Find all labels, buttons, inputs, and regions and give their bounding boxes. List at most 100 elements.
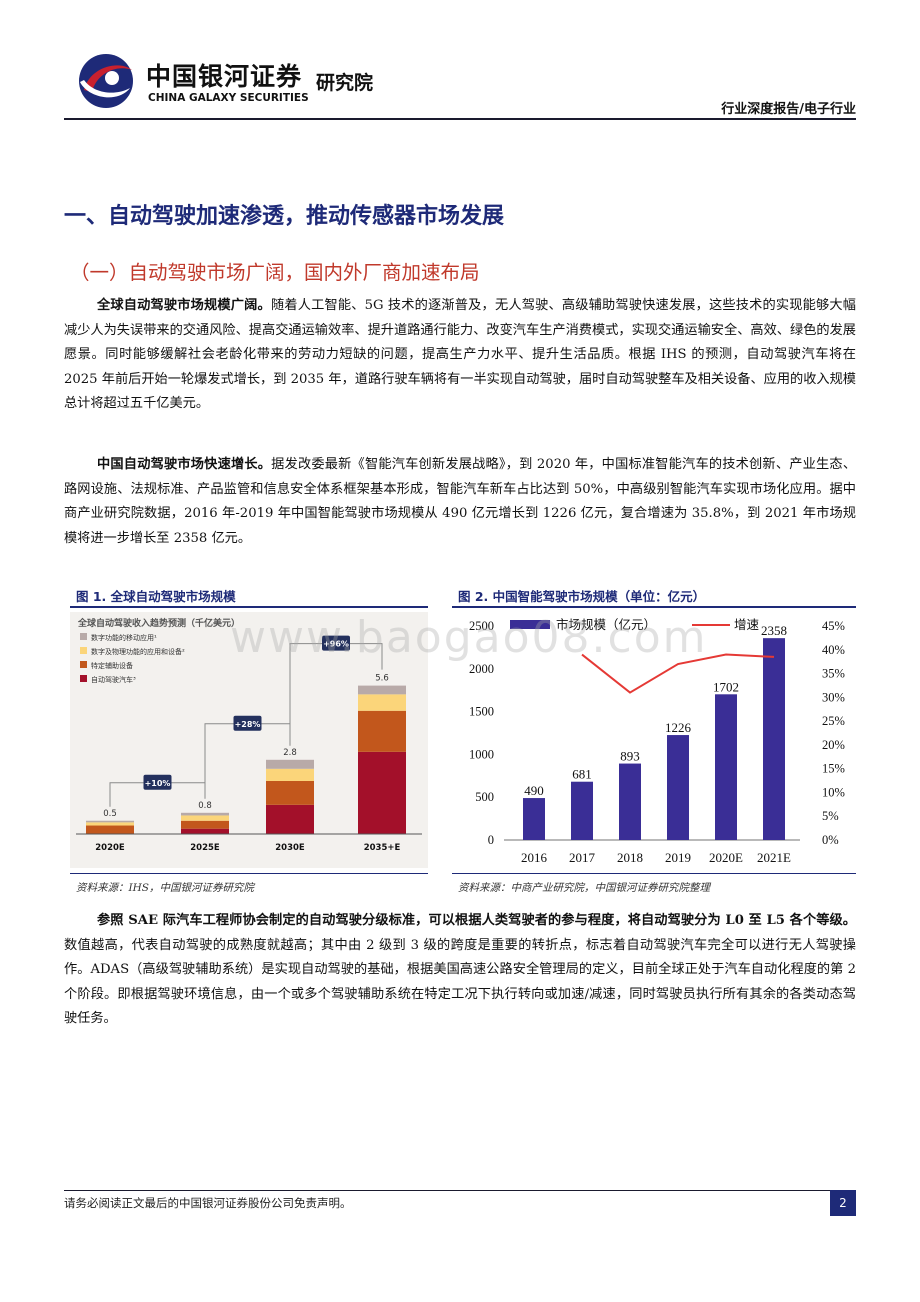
paragraph-sae-levels: 参照 SAE 际汽车工程师协会制定的自动驾驶分级标准，可以根据人类驾驶者的参与程… [64, 909, 856, 1032]
y2-tick-label: 5% [822, 809, 839, 823]
figure-1-source-rule [70, 873, 428, 874]
y2-tick-label: 30% [822, 690, 845, 704]
brand-name-en: CHINA GALAXY SECURITIES [148, 92, 309, 104]
growth-badge [322, 635, 350, 651]
bar [763, 638, 785, 840]
x-tick-label: 2025E [190, 843, 220, 853]
y-tick-label: 0 [488, 833, 494, 847]
legend-label: 自动驾驶汽车³ [91, 675, 136, 684]
stacked-bar-segment [181, 820, 229, 829]
y-tick-label: 2500 [469, 619, 494, 633]
section-heading: 一、自动驾驶加速渗透，推动传感器市场发展 [64, 204, 505, 229]
growth-badge [143, 774, 172, 790]
bar-total-label: 2.8 [283, 748, 297, 758]
paragraph-lead: 全球自动驾驶市场规模广阔。 [97, 298, 271, 313]
figure-1-rule [70, 606, 428, 608]
x-tick-label: 2018 [617, 850, 643, 865]
growth-label: +28% [235, 720, 261, 729]
paragraph-lead: 参照 SAE 际汽车工程师协会制定的自动驾驶分级标准，可以根据人类驾驶者的参与程… [97, 913, 856, 928]
figure-2-source: 资料来源：中商产业研究院，中国银河证券研究院整理 [458, 882, 710, 894]
brand-name-cn: 中国银河证券 [146, 62, 303, 91]
figure-2-source-rule [452, 873, 856, 874]
data-label: 1702 [713, 679, 739, 694]
page-number: 2 [830, 1190, 856, 1216]
figure-2-caption: 图 2. 中国智能驾驶市场规模（单位：亿元） [458, 589, 706, 604]
growth-rate-line [581, 653, 775, 694]
data-label: 893 [620, 749, 640, 764]
watermark: www.baogao08.com [230, 612, 708, 663]
bar [667, 735, 689, 840]
legend-label-line: 增速 [734, 617, 760, 632]
stacked-bar-segment [86, 825, 134, 834]
bar-total-label: 0.8 [198, 801, 212, 811]
chart-title: 全球自动驾驶收入趋势预测（千亿美元） [77, 617, 240, 629]
subsection-heading: （一）自动驾驶市场广阔，国内外厂商加速布局 [70, 261, 480, 284]
figure-1-caption: 图 1. 全球自动驾驶市场规模 [76, 589, 236, 604]
legend-label: 数字及物理功能的应用和设备² [91, 647, 185, 656]
y2-tick-label: 45% [822, 619, 845, 633]
galaxy-logo-icon [79, 54, 133, 108]
brand-subtitle: 研究院 [316, 72, 374, 94]
stacked-bar-segment [181, 828, 229, 834]
x-tick-label: 2030E [275, 843, 305, 853]
footer-divider [64, 1190, 856, 1191]
header-divider [64, 118, 856, 120]
x-tick-label: 2016 [521, 850, 548, 865]
bar [571, 781, 593, 840]
y2-tick-label: 35% [822, 667, 845, 681]
x-tick-label: 2020E [95, 843, 125, 853]
y2-tick-label: 20% [822, 738, 845, 752]
bar-total-label: 5.6 [375, 674, 389, 684]
y-tick-label: 1500 [469, 705, 494, 719]
data-label: 1226 [665, 720, 692, 735]
legend-swatch [80, 633, 87, 640]
legend-label: 数字功能的移动应用¹ [91, 633, 157, 642]
bar [523, 798, 545, 840]
chart-global-autonomous-market: 全球自动驾驶收入趋势预测（千亿美元） 数字功能的移动应用¹ 数字及物理功能的应用和设… [70, 612, 428, 868]
growth-label: +10% [145, 779, 171, 788]
x-tick-label: 2035+E [364, 843, 401, 853]
stacked-bar-segment [181, 812, 229, 816]
legend-swatch-bars [510, 620, 550, 629]
x-tick-label: 2021E [757, 850, 791, 865]
growth-label: +96% [323, 640, 349, 649]
paragraph-body: 随着人工智能、5G 技术的逐渐普及，无人驾驶、高级辅助驾驶快速发展，这些技术的实… [64, 298, 856, 411]
y2-tick-label: 0% [822, 833, 839, 847]
y-tick-label: 2000 [469, 662, 494, 676]
report-type: 行业深度报告/电子行业 [721, 102, 856, 117]
chart-china-smart-driving-market: 0 500 1000 1500 2000 2500 0% 5% 10% 15% 20% 25% 30% 3… [469, 617, 845, 865]
stacked-bar-segment [86, 822, 134, 826]
stacked-bar-segment [181, 815, 229, 821]
y-tick-label: 500 [475, 790, 494, 804]
legend-swatch [80, 661, 87, 668]
growth-badge [233, 715, 262, 731]
stacked-bar-segment [266, 768, 314, 781]
stacked-bar-segment [266, 759, 314, 769]
stacked-bar-segment [266, 781, 314, 805]
footer-disclaimer: 请务必阅读正文最后的中国银河证券股份公司免责声明。 [64, 1196, 352, 1210]
stacked-bar-segment [266, 804, 314, 834]
y2-tick-label: 15% [822, 762, 845, 776]
stacked-bar-segment [358, 685, 406, 695]
bar [619, 763, 641, 840]
paragraph-global-market: 全球自动驾驶市场规模广阔。随着人工智能、5G 技术的逐渐普及，无人驾驶、高级辅助… [64, 294, 856, 417]
y2-tick-label: 40% [822, 643, 845, 657]
stacked-bar-segment [86, 820, 134, 823]
data-label: 490 [524, 783, 544, 798]
bar-total-label: 0.5 [103, 809, 117, 819]
legend-swatch [80, 675, 87, 682]
stacked-bar-segment [358, 694, 406, 711]
data-label: 681 [572, 767, 592, 782]
bar [715, 694, 737, 840]
y2-tick-label: 25% [822, 714, 845, 728]
legend-swatch [80, 647, 87, 654]
x-tick-label: 2019 [665, 850, 691, 865]
x-tick-label: 2020E [709, 850, 743, 865]
paragraph-china-market: 中国自动驾驶市场快速增长。据发改委最新《智能汽车创新发展战略》，到 2020 年… [64, 453, 856, 551]
stacked-bar-segment [358, 710, 406, 752]
data-label: 2358 [761, 623, 787, 638]
paragraph-lead: 中国自动驾驶市场快速增长。 [97, 457, 272, 472]
figure-1-source: 资料来源：IHS，中国银河证券研究院 [76, 882, 254, 894]
paragraph-body: 数值越高，代表自动驾驶的成熟度就越高；其中由 2 级到 3 级的跨度是重要的转折… [64, 937, 856, 1027]
paragraph-body: 据发改委最新《智能汽车创新发展战略》，到 2020 年，中国标准智能汽车的技术创… [64, 457, 857, 546]
